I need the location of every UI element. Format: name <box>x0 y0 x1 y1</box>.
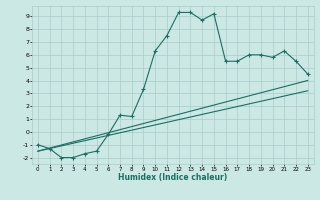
X-axis label: Humidex (Indice chaleur): Humidex (Indice chaleur) <box>118 173 228 182</box>
